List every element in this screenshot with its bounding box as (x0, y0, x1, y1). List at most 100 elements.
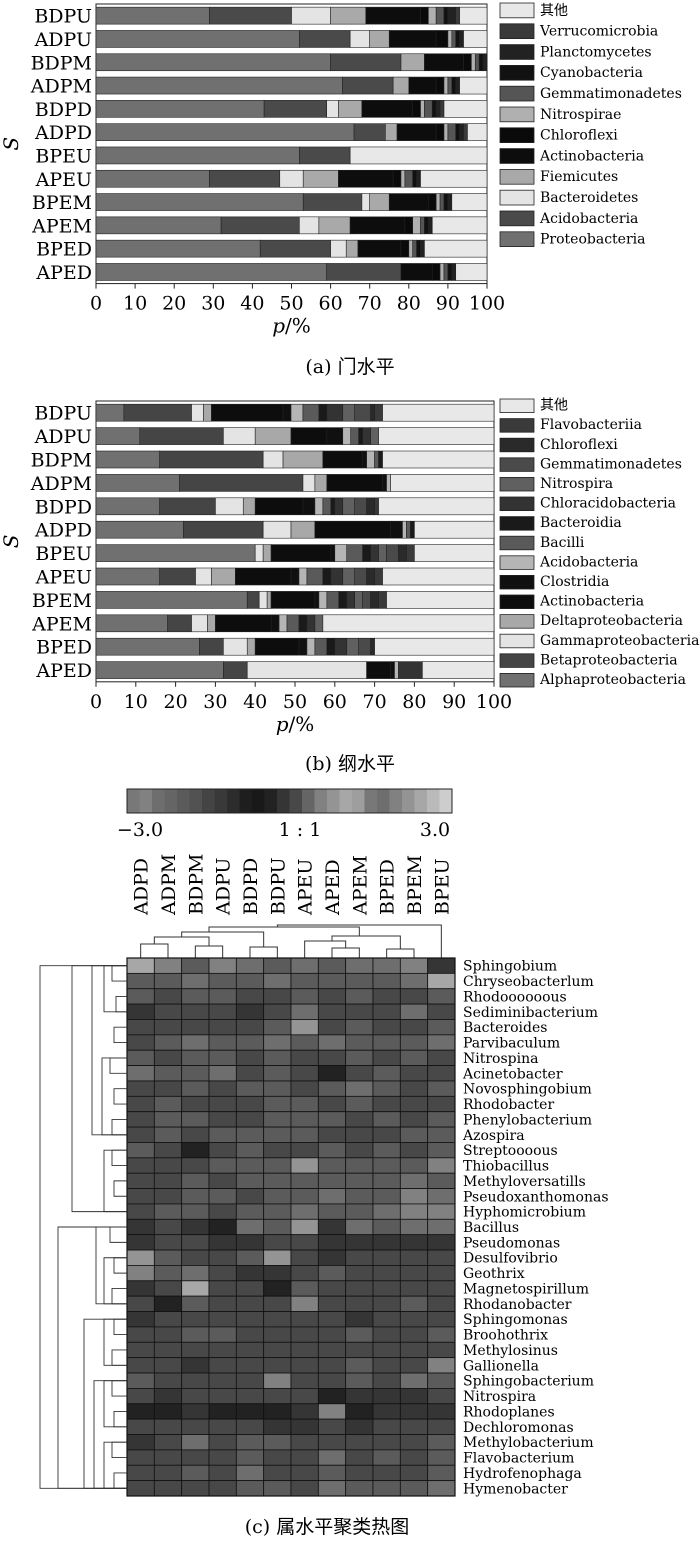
heatmap-cell-chryseobacterlum-bdpu (263, 972, 292, 990)
heatmap-cell-bacteroides-apeu (290, 1019, 319, 1036)
heatmap-cell-rhodoplanes-apeu (290, 1403, 319, 1420)
bar-apeu-proteobacteria (95, 169, 210, 188)
bar-apeu-planctomycetes (416, 169, 421, 188)
bar-adpu-gammaproteobacteria (223, 427, 256, 445)
bar-bdpm-nitrospirae (471, 53, 476, 72)
heatmap-cell-sphingobacterium-aped (317, 1372, 347, 1389)
legend-swatch-alphaproteobacteria (499, 673, 535, 688)
heatmap-cell-magnetospirillum-apem (345, 1280, 374, 1297)
heatmap-cell-geothrix-bpeu (427, 1265, 456, 1282)
heatmap-cell-methyloversatills-bped (372, 1172, 401, 1189)
column-dendrogram-link (331, 947, 360, 958)
bar-bdpd-bacteroidetes (326, 100, 339, 118)
row-dendrogram-link (103, 1318, 127, 1366)
heatmap-cell-gallionella-bdpd (235, 1357, 265, 1374)
bar-bpem-actinobacteria (388, 193, 429, 211)
bar-adpu-acidobacteria (342, 427, 352, 445)
heatmap-cell-rhodoplanes-bpeu (427, 1403, 456, 1420)
heatmap-cell-bacteroides-bped (372, 1019, 401, 1036)
heatmap-cell-magnetospirillum-aped (317, 1280, 347, 1297)
heatmap-cell-azospira-adpm (153, 1126, 183, 1143)
row-label-nitrospira: Nitrospira (463, 1389, 536, 1405)
bar-bpem-nitrospirae (435, 193, 441, 211)
bar-aped-actinobacteria (400, 263, 433, 281)
colorbar-segment (177, 789, 190, 813)
bar-bdpm-gemmatimonadetes (474, 53, 480, 72)
x-tick-label: 60 (323, 691, 347, 713)
bar-adpd-actinobacteria (396, 123, 437, 141)
x-tick-label: 80 (397, 293, 421, 315)
heatmap-cell-rhodobacter-bped (372, 1095, 401, 1113)
heatmap-cell-acinetobacter-bdpm (181, 1065, 210, 1082)
row-dendrogram-link (103, 1380, 127, 1428)
heatmap-cell-flavobacterium-apem (345, 1449, 374, 1466)
chart-c-genus-heatmap: −3.0 1 : 1 3.0 ADPD ADPM BDPM ADPU BDPD BDPU APEU… (39, 788, 609, 1538)
heatmap-cell-bacteroides-adpm (153, 1019, 183, 1036)
bar-bpeu-other (414, 544, 495, 562)
heatmap-cell-nitrospina-adpd (126, 1049, 155, 1066)
heatmap-cell-streptoooous-adpu (208, 1142, 237, 1159)
bar-bdpu-chloroflexi (420, 6, 429, 25)
heatmap-cell-desulfovibrio-bped (372, 1249, 401, 1266)
legend-label-bacilli: Bacilli (540, 535, 585, 551)
heatmap-cell-sphingobacterium-bdpd (235, 1372, 265, 1389)
heatmap-cell-sphingobacterium-adpm (153, 1372, 183, 1389)
heatmap-cell-geothrix-bdpm (181, 1265, 210, 1282)
bar-bdpu-gammaproteobacteria (191, 403, 204, 422)
heatmap-cell-hymenobacter-bdpd (235, 1480, 265, 1497)
bar-bped-gammaproteobacteria (223, 637, 248, 656)
x-tick-label: 20 (162, 293, 186, 315)
heatmap-cell-methylosinus-adpm (153, 1341, 183, 1359)
heatmap-cell-thiobacillus-apeu (290, 1157, 319, 1174)
legend-label-chloracidobacteria: Chloracidobacteria (540, 496, 676, 512)
heatmap-cell-magnetospirillum-bpem (399, 1280, 429, 1297)
heatmap-cell-pseudomonas-apem (345, 1234, 374, 1251)
heatmap-cell-streptoooous-apem (345, 1142, 374, 1159)
heatmap-cell-dechloromonas-bdpm (181, 1418, 210, 1435)
heatmap-cell-thiobacillus-bpeu (427, 1157, 456, 1174)
heatmap-cell-sediminibacterium-bpeu (427, 1003, 456, 1020)
heatmap-cell-geothrix-adpd (126, 1265, 155, 1282)
bar-bped-acidobacteria (259, 239, 331, 258)
colorbar-segment (364, 789, 378, 813)
heatmap-cell-methyloversatills-bpeu (427, 1172, 456, 1189)
legend-swatch-planctomycetes (499, 44, 535, 60)
legend-label-other: 其他 (540, 3, 568, 19)
heatmap-cell-broohothrix-adpd (126, 1326, 155, 1343)
bar-bdpm-chloroflexi (463, 53, 472, 72)
legend-swatch-verrucomicrobia (499, 23, 535, 39)
heatmap-cell-rhodobacter-bdpd (235, 1095, 265, 1113)
heatmap-cell-sphingomonas-bpem (399, 1311, 429, 1328)
column-dendrogram-link (140, 943, 169, 958)
bar-adpu-nitrospirae (447, 30, 453, 48)
heatmap-cell-thiobacillus-bped (372, 1157, 401, 1174)
heatmap-cell-nitrospina-bdpu (263, 1049, 292, 1066)
x-tick-label: 0 (90, 293, 102, 315)
legend-label-cyanobacteria: Cyanobacteria (540, 65, 643, 81)
heatmap-cell-acinetobacter-bdpu (263, 1065, 292, 1082)
colorbar-segment (227, 789, 240, 813)
heatmap-cell-acinetobacter-aped (317, 1065, 347, 1082)
heatmap-cell-bacillus-adpm (153, 1218, 183, 1236)
heatmap-cell-gallionella-bdpu (263, 1357, 292, 1374)
bar-bdpu-cyanobacteria (443, 6, 449, 25)
legend-label-gemmatimonadetes: Gemmatimonadetes (540, 456, 682, 472)
category-label: BPED (36, 239, 92, 261)
x-tick-label: 100 (469, 293, 505, 315)
bar-bpeu-chloroflexi (398, 544, 407, 562)
bar-bdpd-actinobacteria (254, 497, 304, 516)
heatmap-cell-rhodoplanes-apem (345, 1403, 374, 1420)
bar-aped-acidobacteria (394, 661, 399, 679)
heatmap-cell-hydrofenophaga-bdpd (235, 1464, 265, 1482)
heatmap-cell-sediminibacterium-adpu (208, 1003, 237, 1020)
legend-label-bacteroidetes: Bacteroidetes (540, 190, 638, 206)
bar-bpem-gemmatimonadetes (439, 193, 445, 211)
bar-bdpd-verrucomicrobia (439, 100, 445, 118)
bar-bdpm-planctomycetes (482, 53, 488, 72)
bar-adpm-proteobacteria (95, 76, 343, 95)
bar-bped-nitrospirae (408, 239, 414, 258)
heatmap-cell-desulfovibrio-bpeu (427, 1249, 456, 1266)
bar-bpem-bacilli (326, 591, 340, 609)
heatmap-cell-pseudoxanthomonas-adpm (153, 1188, 183, 1205)
heatmap-cell-novosphingobium-bdpu (263, 1080, 292, 1097)
